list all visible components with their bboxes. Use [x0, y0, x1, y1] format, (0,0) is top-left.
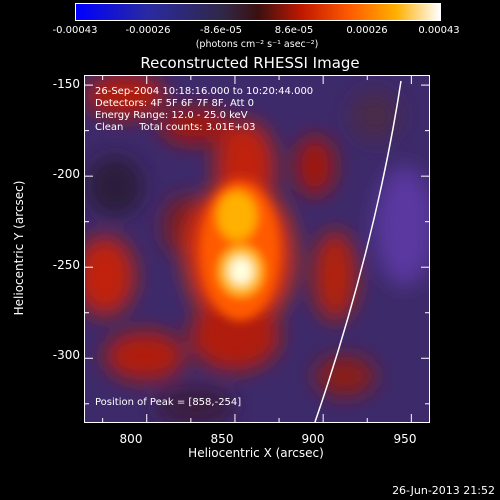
x-tick-label: 950 [393, 432, 417, 446]
y-tick-label: -150 [52, 77, 80, 91]
x-axis-label: Heliocentric X (arcsec) [188, 446, 324, 460]
y-tick-label: -250 [52, 258, 80, 272]
time-range-annotation: 26-Sep-2004 10:18:16.000 to 10:20:44.000 [95, 86, 314, 97]
heatmap-image [85, 76, 429, 422]
colorbar-tick: 0.00026 [346, 25, 388, 36]
x-tick-label: 800 [119, 432, 143, 446]
y-tick-label: -300 [52, 348, 80, 362]
y-axis-label: Heliocentric Y (arcsec) [12, 180, 26, 316]
y-tick-label: -200 [52, 167, 80, 181]
colorbar-tick: 8.6e-05 [274, 25, 314, 36]
colorbar [75, 3, 441, 21]
peak-source [200, 181, 280, 321]
counts-annotation: Clean Total counts: 3.01E+03 [95, 122, 256, 133]
image-plot: 26-Sep-2004 10:18:16.000 to 10:20:44.000… [84, 75, 430, 423]
x-tick-label: 850 [210, 432, 234, 446]
generation-timestamp: 26-Jun-2013 21:52 [392, 484, 495, 497]
colorbar-tick: -0.00043 [52, 25, 98, 36]
solar-limb-curve [314, 80, 402, 422]
colorbar-tick: -0.00026 [125, 25, 171, 36]
detectors-annotation: Detectors: 4F 5F 6F 7F 8F, Att 0 [95, 98, 255, 109]
colorbar-unit: (photons cm⁻² s⁻¹ asec⁻²) [195, 39, 319, 50]
peak-position-label: Position of Peak = [858,-254] [95, 397, 242, 408]
chart-title: Reconstructed RHESSI Image [140, 54, 360, 72]
colorbar-tick: 0.00043 [418, 25, 460, 36]
energy-annotation: Energy Range: 12.0 - 25.0 keV [95, 110, 248, 121]
x-tick-label: 900 [301, 432, 325, 446]
colorbar-tick: -8.6e-05 [200, 25, 242, 36]
